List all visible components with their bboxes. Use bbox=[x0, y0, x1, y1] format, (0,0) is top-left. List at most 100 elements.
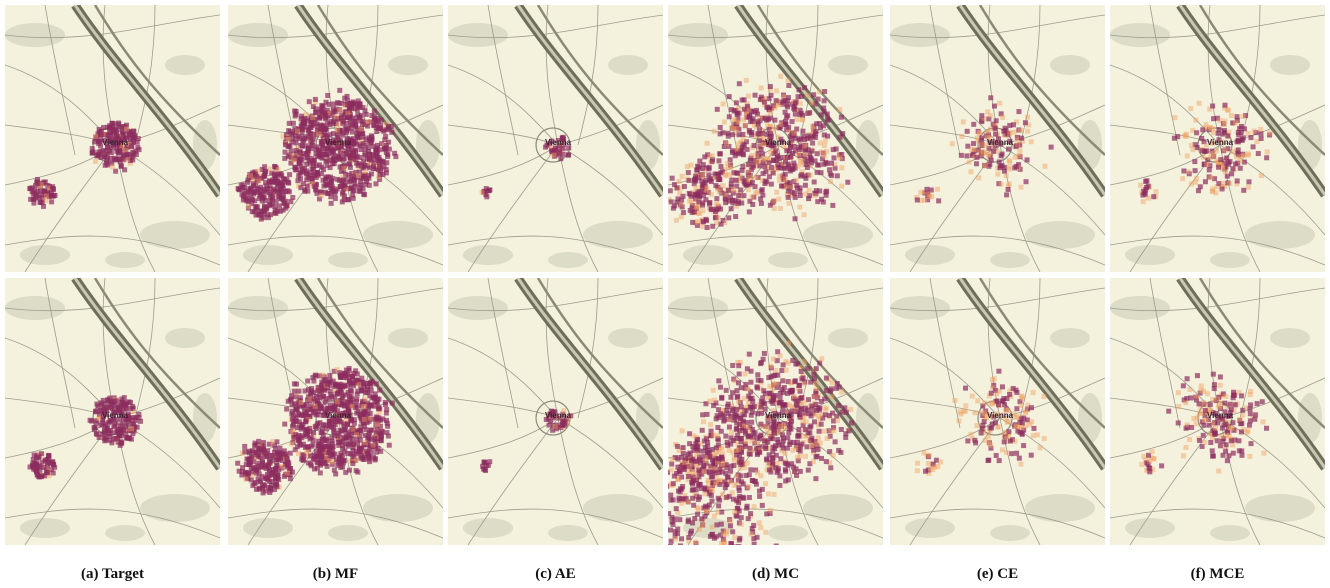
heat-cell bbox=[969, 169, 974, 174]
heat-cell bbox=[134, 415, 139, 420]
heat-cell bbox=[714, 479, 719, 484]
heat-cell bbox=[272, 467, 277, 472]
heat-cell bbox=[801, 434, 806, 439]
heat-cell bbox=[1256, 151, 1261, 156]
heat-cell bbox=[1019, 425, 1024, 430]
heat-cell bbox=[791, 161, 796, 166]
heat-cell bbox=[734, 178, 739, 183]
heat-cell bbox=[797, 112, 802, 117]
heat-cell bbox=[817, 89, 822, 94]
heat-cell bbox=[829, 394, 834, 399]
heat-cell bbox=[1246, 179, 1251, 184]
map-label: Vienna bbox=[102, 411, 129, 420]
heat-cell bbox=[263, 476, 268, 481]
heat-cell bbox=[303, 419, 308, 424]
heat-cell bbox=[362, 192, 367, 197]
heat-cell bbox=[763, 481, 768, 486]
heat-cell bbox=[366, 176, 371, 181]
heat-cell bbox=[300, 125, 305, 130]
heat-cell bbox=[783, 159, 788, 164]
heat-cell bbox=[687, 191, 692, 196]
park bbox=[890, 23, 950, 47]
heat-cell bbox=[681, 194, 686, 199]
heat-cell bbox=[672, 182, 677, 187]
heat-cell bbox=[1018, 403, 1023, 408]
heat-cell bbox=[1216, 181, 1221, 186]
heat-cell bbox=[343, 399, 348, 404]
heat-cell bbox=[240, 465, 245, 470]
heat-cell bbox=[751, 550, 756, 555]
heat-cell bbox=[680, 174, 685, 179]
heat-cell bbox=[694, 451, 699, 456]
heat-cell bbox=[849, 421, 854, 426]
heat-cell bbox=[718, 559, 723, 564]
park bbox=[105, 525, 145, 541]
heat-cell bbox=[915, 468, 920, 473]
heat-cell bbox=[818, 125, 823, 130]
heat-cell bbox=[289, 149, 294, 154]
park bbox=[990, 525, 1030, 541]
heat-cell bbox=[298, 443, 303, 448]
heat-cell bbox=[484, 186, 489, 191]
heat-cell bbox=[1025, 157, 1030, 162]
heat-cell bbox=[792, 394, 797, 399]
heat-cell bbox=[768, 131, 773, 136]
heat-cell bbox=[721, 531, 726, 536]
heat-cell bbox=[736, 151, 741, 156]
heat-cell bbox=[1199, 136, 1204, 141]
heat-cell bbox=[718, 207, 723, 212]
heat-cell bbox=[778, 206, 783, 211]
heat-cell bbox=[736, 120, 741, 125]
heat-cell bbox=[671, 481, 676, 486]
heat-cell bbox=[1180, 176, 1185, 181]
heat-cell bbox=[709, 475, 714, 480]
heat-cell bbox=[261, 215, 266, 220]
heat-cell bbox=[760, 193, 765, 198]
heat-cell bbox=[750, 119, 755, 124]
heat-cell bbox=[119, 163, 124, 168]
heat-cell bbox=[342, 151, 347, 156]
heat-cell bbox=[311, 442, 316, 447]
heat-cell bbox=[693, 445, 698, 450]
park bbox=[228, 296, 288, 320]
heat-cell bbox=[328, 194, 333, 199]
heat-cell bbox=[693, 459, 698, 464]
heat-cell bbox=[703, 563, 708, 568]
heat-cell bbox=[1264, 155, 1269, 160]
heat-cell bbox=[313, 97, 318, 102]
heat-cell bbox=[244, 191, 249, 196]
heat-cell bbox=[285, 460, 290, 465]
heat-cell bbox=[739, 479, 744, 484]
heat-cell bbox=[775, 373, 780, 378]
heat-cell bbox=[767, 467, 772, 472]
heat-cell bbox=[1239, 154, 1244, 159]
heat-cell bbox=[304, 172, 309, 177]
heat-cell bbox=[764, 457, 769, 462]
heat-cell bbox=[711, 403, 716, 408]
park bbox=[905, 245, 955, 265]
heat-cell bbox=[708, 570, 713, 575]
heat-cell bbox=[342, 96, 347, 101]
heat-cell bbox=[768, 150, 773, 155]
heat-cell bbox=[737, 538, 742, 543]
heat-cell bbox=[257, 487, 262, 492]
heat-cell bbox=[785, 104, 790, 109]
heat-cell bbox=[680, 484, 685, 489]
heat-cell bbox=[103, 163, 108, 168]
heat-cell bbox=[750, 202, 755, 207]
heat-cell bbox=[315, 460, 320, 465]
heat-cell bbox=[734, 100, 739, 105]
heat-cell bbox=[370, 152, 375, 157]
heat-cell bbox=[747, 209, 752, 214]
heat-cell bbox=[806, 196, 811, 201]
heat-cell bbox=[725, 561, 730, 566]
heat-cell bbox=[1019, 136, 1024, 141]
heat-cell bbox=[706, 480, 711, 485]
heat-cell bbox=[749, 153, 754, 158]
heat-cell bbox=[350, 174, 355, 179]
heat-cell bbox=[1008, 439, 1013, 444]
heat-cell bbox=[1029, 139, 1034, 144]
heat-cell bbox=[113, 157, 118, 162]
heat-cell bbox=[711, 388, 716, 393]
heat-cell bbox=[989, 425, 994, 430]
